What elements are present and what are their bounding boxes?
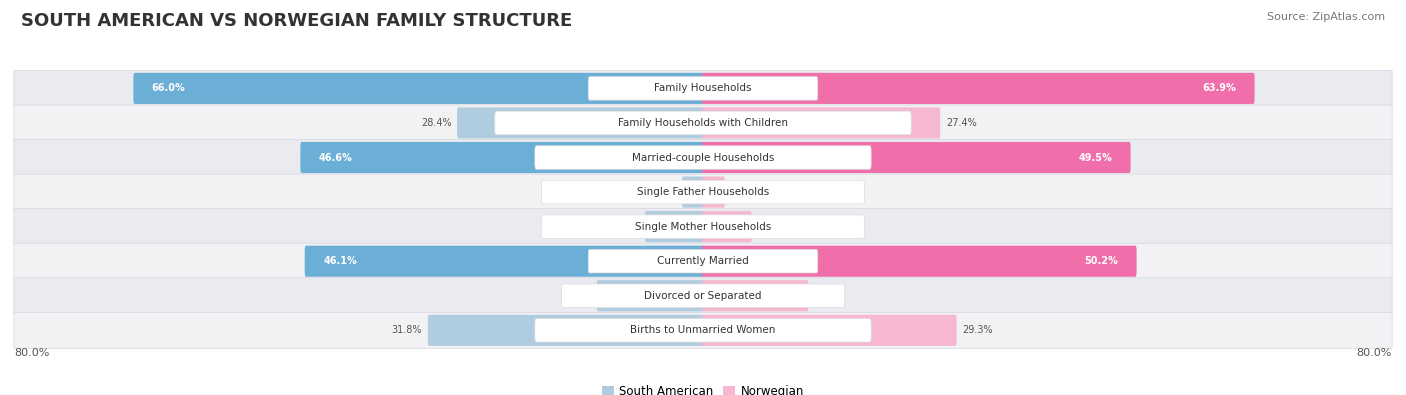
FancyBboxPatch shape (702, 246, 1136, 277)
Text: 6.6%: 6.6% (614, 222, 640, 231)
FancyBboxPatch shape (14, 209, 1392, 245)
FancyBboxPatch shape (702, 142, 1130, 173)
Text: 31.8%: 31.8% (392, 325, 422, 335)
Text: 12.1%: 12.1% (814, 291, 845, 301)
FancyBboxPatch shape (534, 146, 872, 169)
Text: 66.0%: 66.0% (152, 83, 186, 93)
FancyBboxPatch shape (561, 284, 845, 307)
Text: Single Father Households: Single Father Households (637, 187, 769, 197)
FancyBboxPatch shape (14, 105, 1392, 141)
FancyBboxPatch shape (541, 180, 865, 204)
FancyBboxPatch shape (457, 107, 704, 139)
Text: Single Mother Households: Single Mother Households (636, 222, 770, 231)
Text: 80.0%: 80.0% (14, 348, 49, 357)
FancyBboxPatch shape (301, 142, 704, 173)
Text: Family Households: Family Households (654, 83, 752, 93)
FancyBboxPatch shape (682, 177, 704, 208)
FancyBboxPatch shape (427, 315, 704, 346)
Text: 27.4%: 27.4% (946, 118, 977, 128)
Text: 29.3%: 29.3% (962, 325, 993, 335)
FancyBboxPatch shape (645, 211, 704, 242)
FancyBboxPatch shape (14, 278, 1392, 314)
Text: Family Households with Children: Family Households with Children (619, 118, 787, 128)
Text: SOUTH AMERICAN VS NORWEGIAN FAMILY STRUCTURE: SOUTH AMERICAN VS NORWEGIAN FAMILY STRUC… (21, 12, 572, 30)
Text: Births to Unmarried Women: Births to Unmarried Women (630, 325, 776, 335)
Text: 46.6%: 46.6% (319, 152, 353, 162)
FancyBboxPatch shape (14, 70, 1392, 106)
Text: 2.3%: 2.3% (652, 187, 676, 197)
Text: Source: ZipAtlas.com: Source: ZipAtlas.com (1267, 12, 1385, 22)
FancyBboxPatch shape (14, 312, 1392, 348)
FancyBboxPatch shape (534, 318, 872, 342)
Text: 2.4%: 2.4% (731, 187, 755, 197)
FancyBboxPatch shape (702, 107, 941, 139)
FancyBboxPatch shape (588, 77, 818, 100)
Text: 28.4%: 28.4% (420, 118, 451, 128)
FancyBboxPatch shape (702, 280, 808, 311)
FancyBboxPatch shape (702, 177, 725, 208)
FancyBboxPatch shape (588, 250, 818, 273)
Text: 5.5%: 5.5% (758, 222, 782, 231)
FancyBboxPatch shape (596, 280, 704, 311)
Text: 46.1%: 46.1% (323, 256, 357, 266)
FancyBboxPatch shape (14, 243, 1392, 279)
FancyBboxPatch shape (305, 246, 704, 277)
FancyBboxPatch shape (702, 211, 752, 242)
FancyBboxPatch shape (702, 315, 956, 346)
FancyBboxPatch shape (541, 215, 865, 239)
Legend: South American, Norwegian: South American, Norwegian (598, 380, 808, 395)
FancyBboxPatch shape (702, 73, 1254, 104)
Text: Currently Married: Currently Married (657, 256, 749, 266)
FancyBboxPatch shape (14, 139, 1392, 175)
Text: 12.2%: 12.2% (561, 291, 591, 301)
FancyBboxPatch shape (14, 174, 1392, 210)
Text: Married-couple Households: Married-couple Households (631, 152, 775, 162)
Text: Divorced or Separated: Divorced or Separated (644, 291, 762, 301)
Text: 50.2%: 50.2% (1084, 256, 1118, 266)
Text: 49.5%: 49.5% (1078, 152, 1112, 162)
Text: 80.0%: 80.0% (1357, 348, 1392, 357)
FancyBboxPatch shape (495, 111, 911, 135)
Text: 63.9%: 63.9% (1202, 83, 1236, 93)
FancyBboxPatch shape (134, 73, 704, 104)
